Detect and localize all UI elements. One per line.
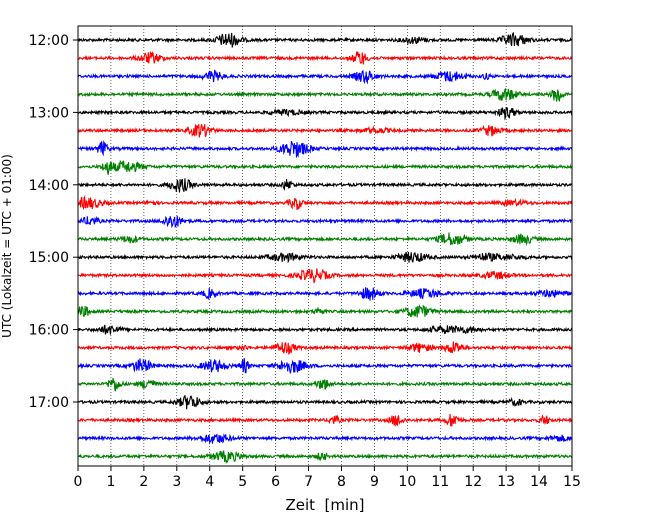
x-tick-label: 5 [238,474,247,490]
x-tick-label: 6 [271,474,280,490]
trace-1415 [77,195,573,211]
trace-1300 [77,106,573,121]
trace-1500 [77,251,573,264]
y-tick-label: 13:00 [29,105,69,121]
trace-1630 [77,358,573,374]
x-tick-label: 8 [337,474,346,490]
trace-1430 [77,215,573,229]
x-tick-label: 11 [431,474,449,490]
trace-1515 [77,268,573,284]
y-axis-ticks: 12:00 13:00 14:00 15:00 16:00 17:00 [29,33,78,411]
trace-group [77,31,573,465]
trace-1400 [77,178,573,193]
trace-1645 [77,377,573,392]
y-tick-label: 16:00 [29,323,69,339]
trace-1215 [77,51,572,65]
trace-1315 [77,124,573,138]
trace-1245 [77,87,573,102]
plot-frame [77,25,573,467]
x-tick-label: 0 [74,474,83,490]
trace-1745 [77,450,572,465]
y-tick-label: 15:00 [29,250,69,266]
x-tick-label: 15 [563,474,581,490]
trace-1700 [77,394,573,410]
y-tick-label: 12:00 [29,33,69,49]
x-tick-label: 13 [497,474,515,490]
y-axis-label: UTC (Lokalzeit = UTC + 01:00) [0,154,14,338]
trace-1530 [77,287,573,301]
trace-1345 [77,159,573,175]
x-tick-label: 12 [464,474,482,490]
x-tick-label: 4 [205,474,214,490]
trace-1545 [77,303,573,318]
trace-1615 [78,341,573,355]
grid-lines [110,26,540,466]
trace-1200 [77,31,573,48]
x-axis-ticks: 0 1 2 3 4 5 6 7 8 9 10 11 12 13 14 15 [74,466,581,490]
trace-1600 [77,324,573,335]
x-tick-label: 7 [304,474,313,490]
x-tick-label: 14 [530,474,548,490]
x-tick-label: 9 [370,474,379,490]
trace-1230 [77,69,573,85]
x-tick-label: 2 [139,474,148,490]
trace-1715 [77,414,573,427]
trace-1445 [77,232,573,247]
x-tick-label: 10 [398,474,416,490]
y-tick-label: 17:00 [29,395,69,411]
trace-1330 [77,140,573,158]
x-axis-label: Zeit [min] [285,496,364,514]
x-tick-label: 3 [172,474,181,490]
x-tick-label: 1 [106,474,115,490]
trace-1730 [77,433,573,445]
y-tick-label: 14:00 [29,178,69,194]
